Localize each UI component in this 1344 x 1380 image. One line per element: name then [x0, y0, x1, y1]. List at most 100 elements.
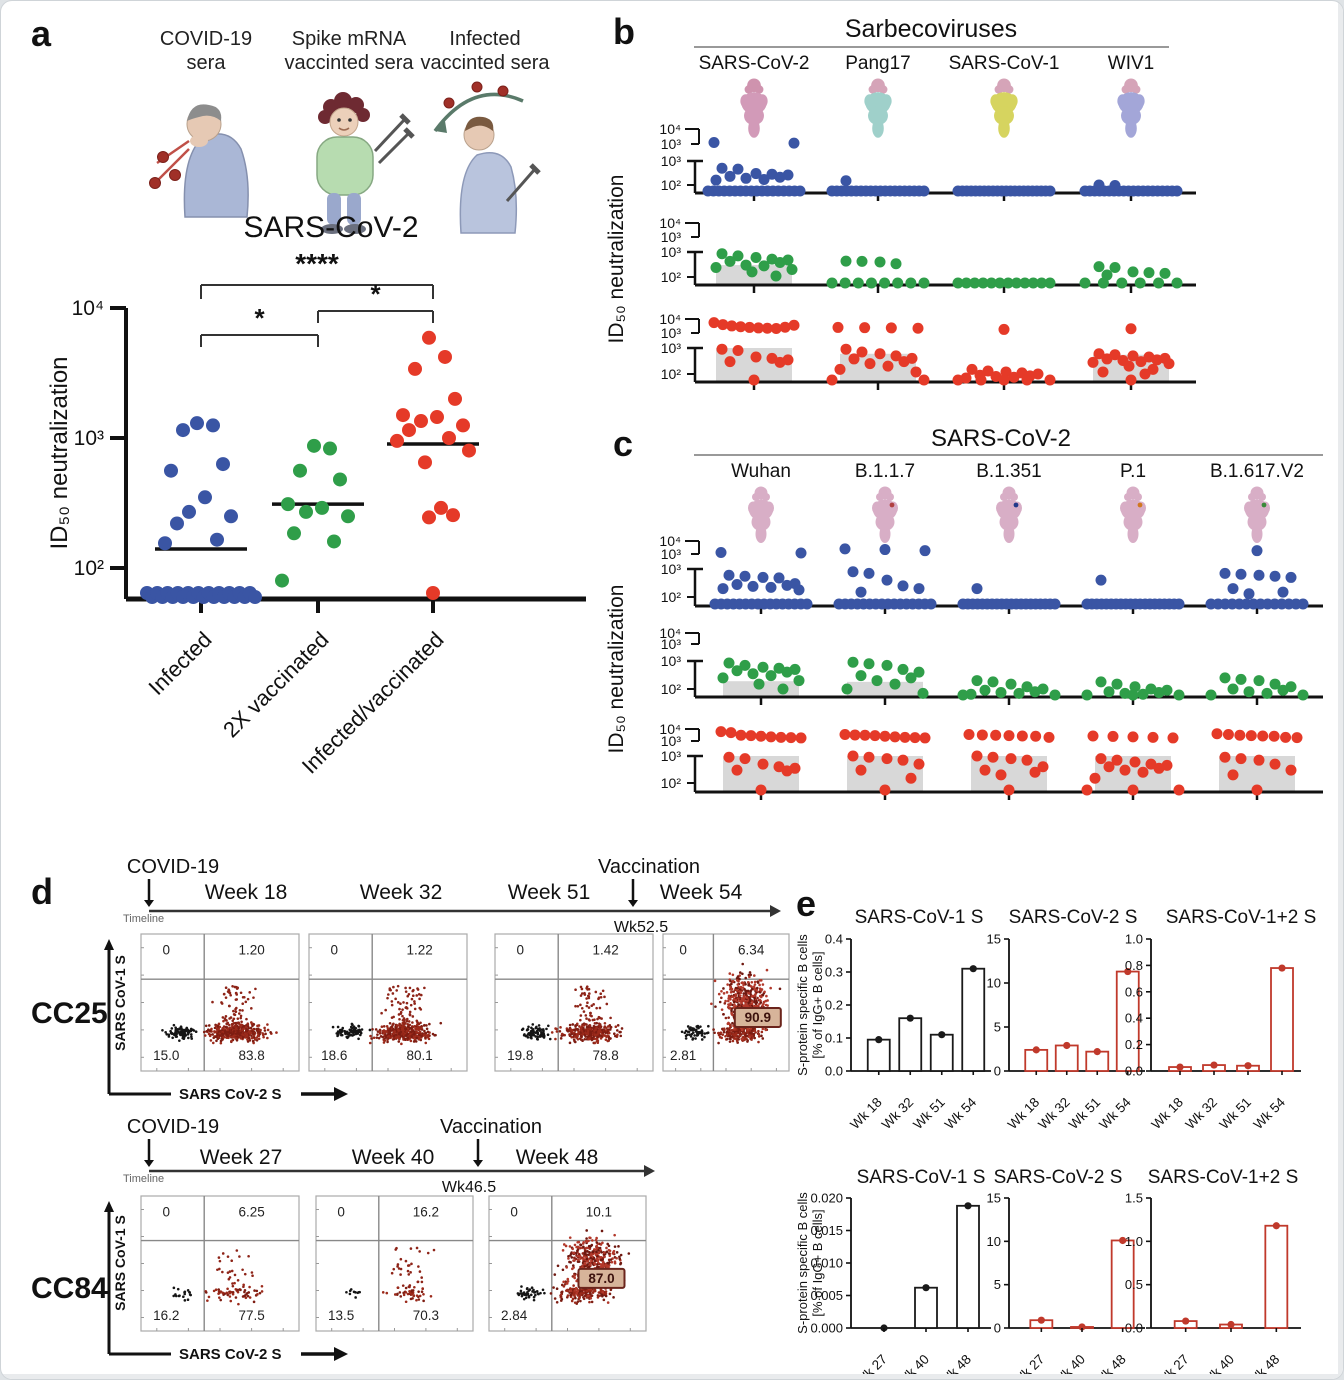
panel-e-label: e [796, 883, 817, 924]
event-dot [392, 1035, 396, 1038]
data-point [834, 363, 846, 375]
event-dot [428, 1022, 431, 1026]
event-dot [586, 1029, 590, 1033]
event-dot [753, 1036, 756, 1040]
data-point [1139, 368, 1151, 380]
data-point [1243, 686, 1255, 698]
event-dot [723, 1002, 727, 1005]
event-dot [555, 1287, 559, 1291]
spike-body [1121, 106, 1141, 126]
event-dot [717, 1041, 720, 1045]
event-dot [399, 1257, 403, 1261]
event-dot [415, 1036, 419, 1040]
y-tick-label: 10³ [661, 653, 682, 669]
event-dot [248, 1285, 251, 1289]
event-dot [210, 1027, 213, 1031]
event-dot [231, 1282, 234, 1285]
event-dot [228, 1270, 232, 1273]
data-point [1005, 678, 1017, 690]
event-dot [746, 1028, 750, 1031]
event-dot [762, 1002, 765, 1006]
event-dot [697, 1031, 701, 1035]
event-dot [556, 1264, 560, 1268]
sera-3-line2: vaccinted sera [420, 52, 550, 74]
event-dot [244, 1032, 247, 1035]
event-dot [587, 996, 591, 1000]
event-dot [413, 1007, 417, 1011]
event-dot [405, 1019, 409, 1023]
event-dot [580, 987, 584, 991]
event-dot [586, 1294, 590, 1297]
event-dot [256, 1293, 259, 1296]
data-point [1030, 730, 1042, 742]
data-point [998, 323, 1010, 335]
event-dot [371, 1027, 374, 1031]
event-dot [522, 1297, 526, 1301]
event-dot [416, 1280, 420, 1284]
event-dot [410, 997, 414, 1001]
event-dot [563, 1282, 567, 1286]
quadrant-count-top-right: 6.25 [238, 1204, 264, 1219]
spike-body [744, 106, 764, 126]
event-dot [732, 990, 736, 993]
event-dot [415, 1294, 419, 1297]
event-dot [575, 1028, 579, 1031]
event-dot [387, 1032, 391, 1035]
baseline-data-point [925, 598, 937, 610]
y-tick-label: 10² [661, 269, 682, 285]
week-label: Week 32 [360, 881, 443, 904]
event-dot [717, 1031, 720, 1035]
data-point [1219, 567, 1231, 579]
flow-x-axis-label: SARS CoV-2 S [179, 1086, 282, 1103]
event-dot [414, 1040, 418, 1043]
event-dot [382, 1031, 386, 1035]
event-dot [252, 996, 255, 999]
event-dot [420, 1290, 424, 1294]
data-point [1125, 323, 1137, 335]
event-dot [250, 1022, 254, 1026]
event-dot [390, 1271, 394, 1275]
data-point [724, 356, 736, 368]
bar-data-point [1182, 1317, 1190, 1325]
event-dot [222, 992, 226, 996]
event-dot [409, 1039, 413, 1043]
event-dot [216, 1268, 219, 1272]
event-dot [236, 1029, 239, 1033]
boy-hair [465, 116, 494, 131]
data-point [210, 532, 224, 547]
event-dot [731, 1003, 734, 1007]
event-dot [589, 1256, 592, 1260]
event-dot [212, 1036, 216, 1040]
event-dot [589, 1031, 593, 1035]
baseline-data-point [952, 277, 964, 289]
event-dot [700, 1032, 704, 1035]
covid-event-label: COVID-19 [127, 856, 219, 878]
event-dot [209, 1039, 213, 1042]
event-dot [695, 1025, 699, 1028]
event-dot [736, 975, 740, 978]
data-point [881, 659, 893, 671]
event-dot [370, 1037, 373, 1040]
arrowhead [644, 1165, 655, 1177]
event-dot [578, 1296, 581, 1300]
highlighted-gate-box [577, 1267, 626, 1289]
event-dot [246, 1294, 250, 1298]
data-point [1109, 261, 1121, 273]
event-dot [562, 1280, 565, 1284]
event-dot [569, 1293, 572, 1297]
data-point [856, 255, 868, 267]
data-point [987, 676, 999, 688]
event-dot [549, 1292, 553, 1295]
event-dot [232, 1029, 236, 1033]
baseline-data-point [960, 277, 972, 289]
bar-data-point [1272, 1222, 1280, 1230]
data-point [839, 543, 851, 555]
event-dot [609, 1037, 612, 1040]
event-dot [597, 1015, 601, 1019]
event-dot [206, 1299, 209, 1302]
y-tick-label: 0.6 [1125, 984, 1143, 999]
data-point [1143, 267, 1155, 279]
baseline-data-point [1044, 277, 1056, 289]
